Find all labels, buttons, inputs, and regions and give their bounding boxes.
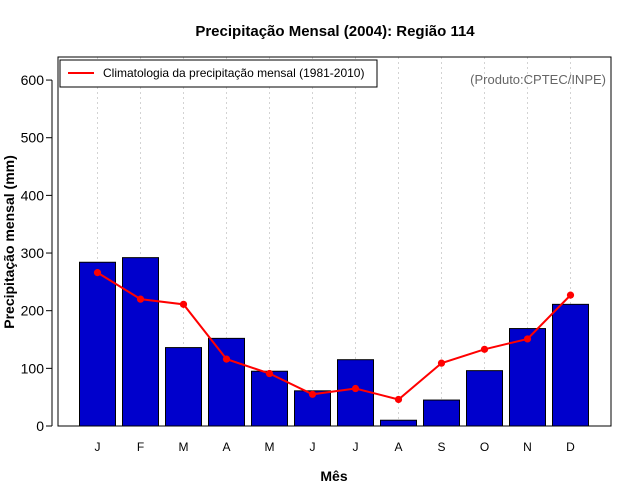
bar-1 [79, 261, 116, 427]
x-tick-label: J [310, 440, 316, 454]
grid-lines [97, 57, 571, 426]
climatology-point-7 [351, 384, 360, 393]
x-tick-label: M [265, 440, 275, 454]
legend: Climatologia da precipitação mensal (198… [59, 59, 378, 88]
y-axis: 0 100 200 300 400 500 600 [21, 72, 53, 434]
climatology-point-5 [265, 369, 274, 378]
bar-8 [380, 419, 417, 427]
climatology-point-11 [523, 335, 532, 343]
bar-3 [165, 347, 202, 427]
x-tick-label: A [394, 440, 402, 454]
climatology-point-4 [222, 355, 231, 363]
y-tick-label: 600 [21, 72, 45, 88]
y-tick-label: 0 [36, 418, 44, 434]
climatology-point-9 [437, 359, 446, 367]
climatology-point-10 [480, 345, 489, 353]
x-tick-label: J [353, 440, 359, 454]
x-axis-label: Mês [320, 468, 347, 484]
climatology-point-1 [93, 269, 102, 277]
bar-7 [337, 359, 374, 427]
y-tick-label: 400 [21, 187, 45, 203]
climatology-point-6 [308, 390, 317, 398]
x-tick-label: F [137, 440, 144, 454]
climatology-point-8 [394, 395, 403, 404]
bar-2 [122, 257, 159, 427]
legend-box [59, 59, 378, 88]
x-tick-label: O [480, 440, 489, 454]
climatology-series [93, 269, 575, 404]
plot-frame [57, 56, 612, 427]
bar-11 [509, 328, 546, 427]
bars [79, 257, 589, 427]
chart-title: Precipitação Mensal (2004): Região 114 [195, 23, 475, 40]
bar-12 [552, 303, 589, 427]
x-tick-label: S [437, 440, 445, 454]
climatology-point-12 [566, 291, 575, 299]
bar-9 [423, 399, 460, 427]
x-tick-label: M [179, 440, 189, 454]
climatology-point-3 [179, 300, 188, 308]
source-note: (Produto:CPTEC/INPE) [470, 72, 606, 87]
x-tick-label: A [222, 440, 230, 454]
climatology-line [96, 271, 572, 401]
x-tick-label: J [95, 440, 101, 454]
bar-4 [208, 337, 245, 427]
x-tick-label: N [523, 440, 532, 454]
x-tick-label: D [566, 440, 575, 454]
y-tick-label: 500 [21, 130, 45, 146]
y-tick-label: 200 [21, 303, 45, 319]
y-tick-label: 100 [21, 360, 45, 376]
climatology-point-2 [136, 295, 145, 303]
y-axis-label: Precipitação mensal (mm) [1, 155, 17, 329]
legend-label: Climatologia da precipitação mensal (198… [103, 66, 364, 80]
bar-10 [466, 370, 503, 427]
y-tick-label: 300 [21, 245, 45, 261]
